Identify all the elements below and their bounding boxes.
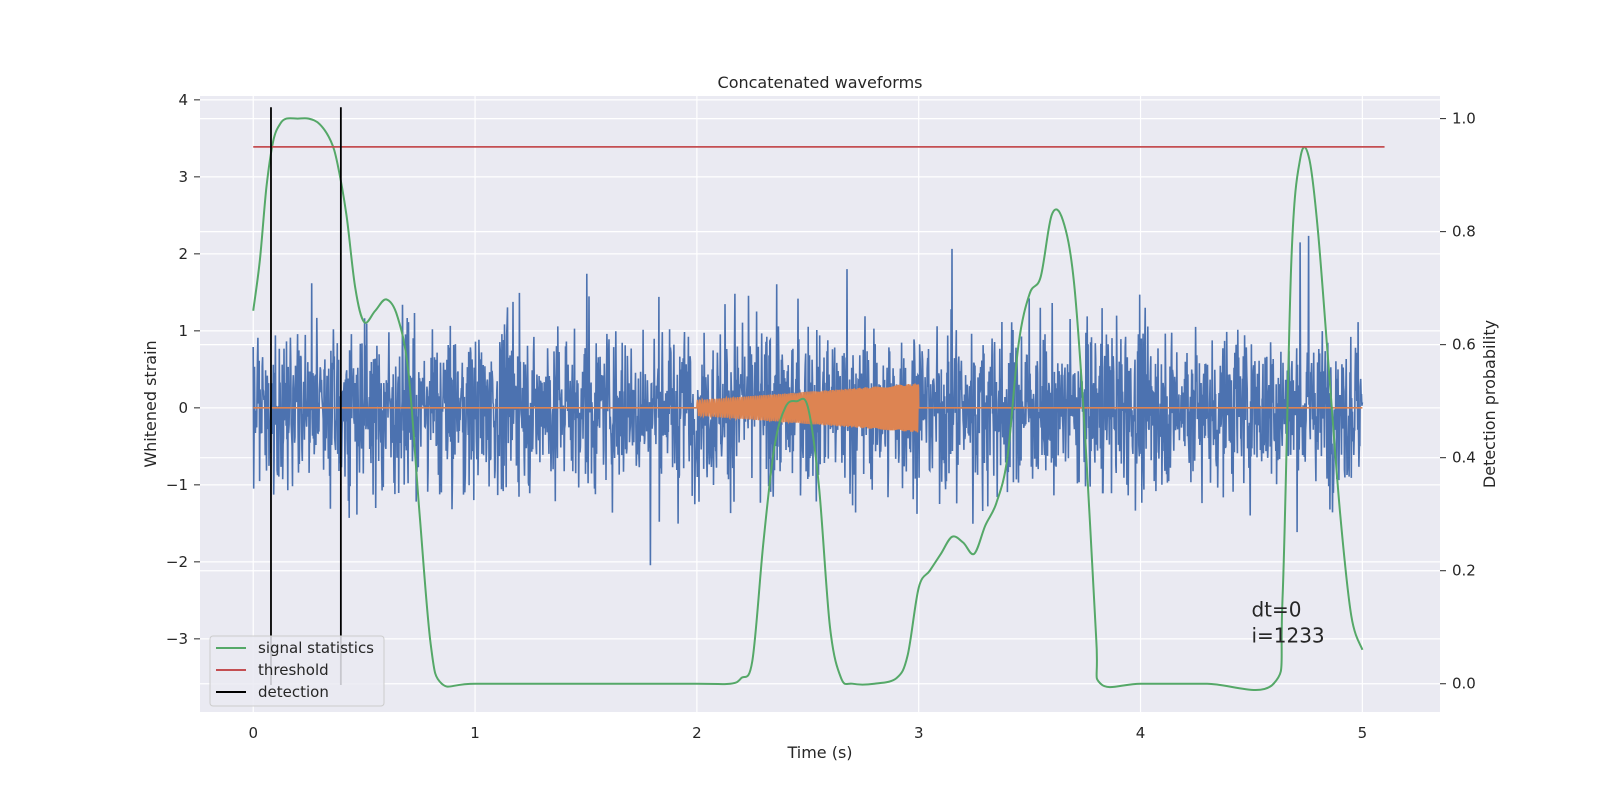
x-tick-label: 5 xyxy=(1358,724,1368,742)
chart-title: Concatenated waveforms xyxy=(718,73,923,92)
x-tick-label: 4 xyxy=(1136,724,1146,742)
x-axis-label: Time (s) xyxy=(786,743,852,762)
annotation-dt: dt=0 xyxy=(1251,598,1301,622)
y-tick-label: 0 xyxy=(178,399,188,417)
legend-box xyxy=(209,635,385,707)
legend: signal statistics threshold detection xyxy=(209,635,385,707)
y-tick-label: −3 xyxy=(166,630,188,648)
y-tick-label: 3 xyxy=(178,168,188,186)
legend-label-signal-statistics: signal statistics xyxy=(258,639,374,657)
y-tick-label: 4 xyxy=(178,91,188,109)
y-tick-label: −2 xyxy=(166,553,188,571)
series-layer xyxy=(252,107,1385,692)
x-tick-label: 2 xyxy=(692,724,702,742)
y2-tick-label: 1.0 xyxy=(1452,110,1476,128)
noise-series-line xyxy=(252,235,1364,566)
y-axis-ticks: −3 −2 −1 0 1 2 3 4 xyxy=(166,91,200,648)
legend-label-detection: detection xyxy=(258,683,329,701)
x-axis-ticks: 0 1 2 3 4 5 xyxy=(248,724,1367,742)
y2-axis-label: Detection probability xyxy=(1480,320,1499,488)
y2-tick-label: 0.6 xyxy=(1452,336,1476,354)
y2-tick-label: 0.8 xyxy=(1452,223,1476,241)
y2-tick-label: 0.2 xyxy=(1452,562,1476,580)
legend-label-threshold: threshold xyxy=(258,661,329,679)
y-axis-label: Whitened strain xyxy=(141,340,160,467)
x-tick-label: 1 xyxy=(470,724,480,742)
signal-statistics-line xyxy=(252,117,1364,692)
annotation-index: i=1233 xyxy=(1251,624,1324,648)
y-tick-label: 1 xyxy=(178,322,188,340)
x-tick-label: 0 xyxy=(248,724,258,742)
y-tick-label: −1 xyxy=(166,476,188,494)
injected-waveform-line xyxy=(696,383,920,433)
y-tick-label: 2 xyxy=(178,245,188,263)
y2-tick-label: 0.0 xyxy=(1452,675,1476,693)
y2-axis-ticks: 0.0 0.2 0.4 0.6 0.8 1.0 xyxy=(1440,110,1476,693)
y2-tick-label: 0.4 xyxy=(1452,449,1476,467)
x-tick-label: 3 xyxy=(914,724,924,742)
